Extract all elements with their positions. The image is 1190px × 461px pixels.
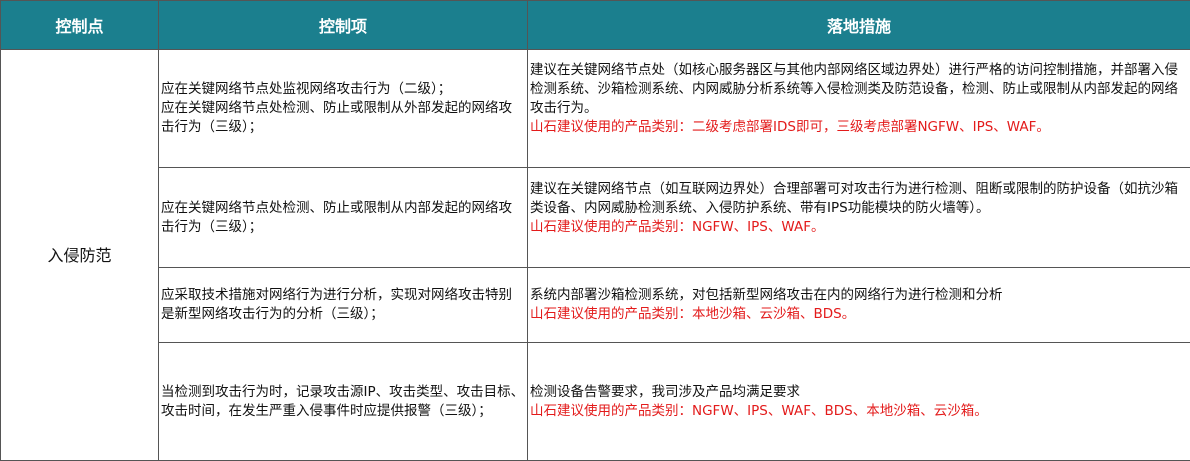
recommend-text: 山石建议使用的产品类别：二级考虑部署IDS即可，三级考虑部署NGFW、IPS、W…: [530, 118, 1188, 137]
measure-cell: 建议在关键网络节点处（如核心服务器区与其他内部网络区域边界处）进行严格的访问控制…: [528, 50, 1190, 168]
recommend-text: 山石建议使用的产品类别：NGFW、IPS、WAF。: [530, 218, 1188, 237]
measure-cell: 检测设备告警要求，我司涉及产品均满足要求 山石建议使用的产品类别：NGFW、IP…: [528, 343, 1190, 461]
measure-cell: 建议在关键网络节点（如互联网边界处）合理部署可对攻击行为进行检测、阻断或限制的防…: [528, 168, 1190, 268]
table-row: 应采取技术措施对网络行为进行分析，实现对网络攻击特别是新型网络攻击行为的分析（三…: [1, 268, 1190, 343]
table-row: 入侵防范 应在关键网络节点处监视网络攻击行为（二级）； 应在关键网络节点处检测、…: [1, 50, 1190, 168]
control-item-cell: 当检测到攻击行为时，记录攻击源IP、攻击类型、攻击目标、攻击时间，在发生严重入侵…: [159, 343, 528, 461]
control-item-cell: 应采取技术措施对网络行为进行分析，实现对网络攻击特别是新型网络攻击行为的分析（三…: [159, 268, 528, 343]
header-control-item: 控制项: [159, 1, 528, 50]
table-row: 当检测到攻击行为时，记录攻击源IP、攻击类型、攻击目标、攻击时间，在发生严重入侵…: [1, 343, 1190, 461]
measure-text: 建议在关键网络节点处（如核心服务器区与其他内部网络区域边界处）进行严格的访问控制…: [530, 61, 1188, 118]
measure-cell: 系统内部署沙箱检测系统，对包括新型网络攻击在内的网络行为进行检测和分析 山石建议…: [528, 268, 1190, 343]
control-item-text: 应在关键网络节点处监视网络攻击行为（二级）；: [161, 80, 525, 99]
recommend-text: 山石建议使用的产品类别：本地沙箱、云沙箱、BDS。: [530, 305, 1188, 324]
control-item-text: 应在关键网络节点处检测、防止或限制从外部发起的网络攻击行为（三级）；: [161, 99, 525, 137]
measure-text: 检测设备告警要求，我司涉及产品均满足要求: [530, 383, 1188, 402]
control-point-cell: 入侵防范: [1, 50, 159, 461]
control-item-text: 当检测到攻击行为时，记录攻击源IP、攻击类型、攻击目标、攻击时间，在发生严重入侵…: [161, 383, 525, 421]
header-row: 控制点 控制项 落地措施: [1, 1, 1190, 50]
control-item-text: 应在关键网络节点处检测、防止或限制从内部发起的网络攻击行为（三级）；: [161, 199, 525, 237]
measure-text: 系统内部署沙箱检测系统，对包括新型网络攻击在内的网络行为进行检测和分析: [530, 286, 1188, 305]
table-row: 应在关键网络节点处检测、防止或限制从内部发起的网络攻击行为（三级）； 建议在关键…: [1, 168, 1190, 268]
measure-text: 建议在关键网络节点（如互联网边界处）合理部署可对攻击行为进行检测、阻断或限制的防…: [530, 180, 1188, 218]
header-control-point: 控制点: [1, 1, 159, 50]
header-measures: 落地措施: [528, 1, 1190, 50]
control-item-text: 应采取技术措施对网络行为进行分析，实现对网络攻击特别是新型网络攻击行为的分析（三…: [161, 286, 525, 324]
control-item-cell: 应在关键网络节点处检测、防止或限制从内部发起的网络攻击行为（三级）；: [159, 168, 528, 268]
recommend-text: 山石建议使用的产品类别：NGFW、IPS、WAF、BDS、本地沙箱、云沙箱。: [530, 402, 1188, 421]
control-item-cell: 应在关键网络节点处监视网络攻击行为（二级）； 应在关键网络节点处检测、防止或限制…: [159, 50, 528, 168]
